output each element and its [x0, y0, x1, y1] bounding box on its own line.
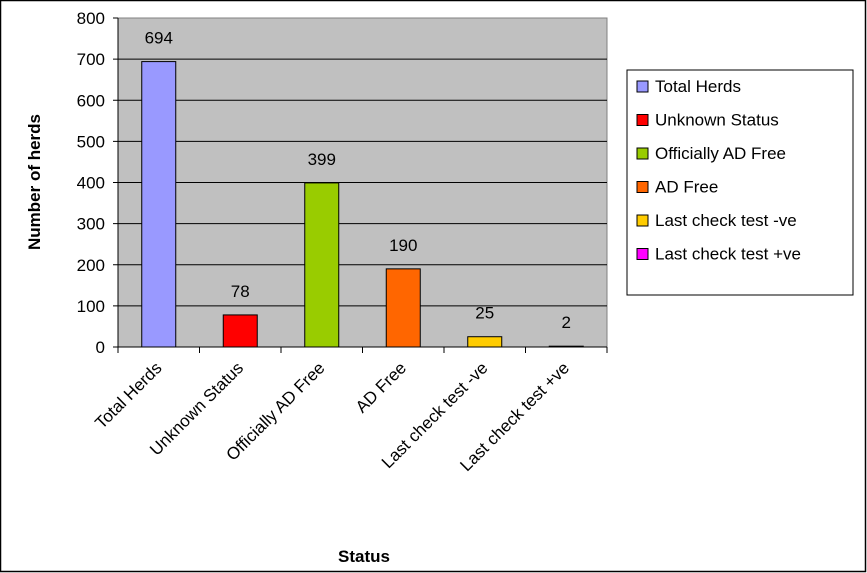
legend-item-label: Last check test +ve	[655, 245, 801, 264]
x-axis-title: Status	[338, 547, 390, 566]
y-tick-label: 500	[77, 132, 105, 151]
legend-swatch	[636, 214, 649, 227]
legend-swatch	[636, 114, 649, 126]
bar-5	[467, 336, 503, 348]
data-labels: 694 78 399 190 25 2	[145, 29, 571, 333]
data-label: 399	[308, 150, 336, 169]
y-tick-label: 300	[77, 215, 105, 234]
legend-box	[626, 69, 854, 296]
y-tick-label: 800	[77, 9, 105, 28]
y-tick-label: 0	[96, 338, 105, 357]
data-label: 2	[562, 313, 571, 332]
y-axis-title: Number of herds	[25, 114, 44, 250]
bar-2	[222, 314, 258, 348]
legend-item-label: Officially AD Free	[655, 144, 786, 163]
y-tick-label: 200	[77, 256, 105, 275]
legend-swatch	[636, 248, 649, 260]
y-tick-label: 600	[77, 91, 105, 110]
bar-1	[141, 61, 177, 348]
legend-item-label: Last check test -ve	[655, 211, 797, 230]
legend-swatch	[636, 80, 649, 93]
y-axis-ticks: 0 100 200 300 400 500 600 700 800	[77, 9, 118, 357]
data-label: 190	[389, 236, 417, 255]
bars	[141, 61, 584, 348]
y-tick-label: 100	[77, 297, 105, 316]
data-label: 78	[231, 282, 250, 301]
y-tick-label: 400	[77, 174, 105, 193]
y-tick-label: 700	[77, 50, 105, 69]
legend-item-label: Total Herds	[655, 77, 741, 96]
data-label: 694	[145, 29, 173, 48]
legend-item-label: AD Free	[655, 178, 718, 197]
data-label: 25	[475, 304, 494, 323]
legend-swatch	[636, 147, 649, 160]
legend-item-label: Unknown Status	[655, 111, 779, 130]
gridlines	[118, 58, 607, 307]
legend-swatch	[636, 181, 649, 193]
bar-3	[304, 182, 340, 348]
legend: Total Herds Unknown Status Officially AD F…	[626, 69, 854, 296]
bar-4	[385, 268, 421, 348]
